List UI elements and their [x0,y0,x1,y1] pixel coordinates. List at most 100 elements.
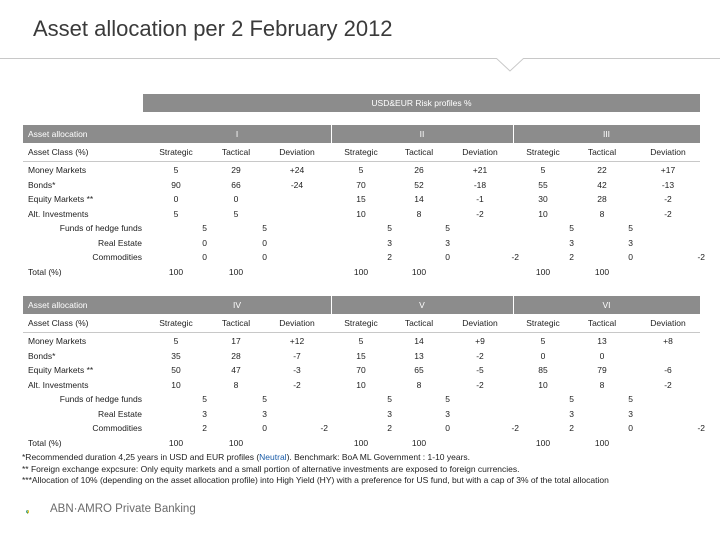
footnote-duration: *Recommended duration 4,25 years in USD … [22,452,609,464]
cell-value: 42 [597,179,607,190]
cell-value: 10 [356,208,366,219]
table-subrow: Real Estate 3 3 3 3 3 3 [0,407,720,421]
cell-value: 8 [599,208,605,219]
table-row: Bonds* 35 28 -7 15 13 -2 0 0 [0,349,720,363]
cell-value: -2 [664,208,672,219]
subrow-label: Real Estate [98,408,142,419]
cell-value: 100 [411,437,427,448]
cell-value: 85 [538,365,548,375]
cell-value: 5 [540,165,546,175]
cell-value: +21 [472,165,488,175]
brand-name: ABN·AMRO Private Banking [50,503,196,515]
cell-value: 2 [387,252,392,262]
column-header-deviation: Deviation [650,147,686,157]
table-row: Money Markets 5 17 +12 5 14 +9 5 13 +8 [0,334,720,348]
column-header-tactical: Tactical [404,318,434,328]
cell-value: +9 [475,336,485,346]
cell-value: -18 [473,179,487,190]
cell-value: -2 [664,194,672,204]
table-row: Equity Markets ** 50 47 -3 70 65 -5 85 79 -6 [0,363,720,377]
profile-header-v: V [331,296,513,314]
table-subrow: Commodities 0 0 2 0 -2 2 0 -2 [0,250,720,264]
row-label: Money Markets [28,165,87,175]
cell-value: 5 [387,223,392,233]
column-header-tactical: Tactical [587,147,617,157]
footnote-duration-text-end: ). Benchmark: BoA ML Government : 1-10 y… [286,452,471,462]
cell-value: 10 [356,379,366,390]
cell-value: 28 [231,350,241,361]
cell-value: -2 [476,379,484,390]
profile-header-i: I [143,125,331,143]
cell-value: 66 [231,179,241,190]
page-title: Asset allocation per 2 February 2012 [33,16,393,41]
cell-value: 55 [538,179,548,190]
cell-value: 8 [599,379,605,390]
cell-value: 70 [356,365,366,375]
column-header-strategic: Strategic [526,147,560,157]
cell-value: 100 [535,437,551,448]
cell-value: -2 [320,423,328,433]
cell-value: 5 [358,165,364,175]
neutral-link[interactable]: Neutral [259,452,287,462]
cell-value: 0 [262,423,267,433]
cell-value: 8 [233,379,239,390]
cell-value: 5 [262,394,267,404]
cell-value: 5 [445,223,450,233]
cell-value: 0 [262,237,267,248]
column-header-deviation: Deviation [279,318,315,328]
cell-value: 100 [535,266,551,277]
cell-value: +8 [663,336,673,346]
cell-value: 52 [414,179,424,190]
cell-value: 5 [628,394,633,404]
cell-value: -2 [293,379,301,390]
row-divider [23,161,700,162]
cell-value: -7 [293,350,301,361]
table-row: Alt. Investments 10 8 -2 10 8 -2 10 8 -2 [0,378,720,392]
cell-value: 3 [387,237,392,248]
cell-value: +12 [289,336,305,346]
cell-value: 3 [445,408,450,419]
cell-value: -6 [664,365,672,375]
cell-value: 2 [569,252,574,262]
table-row: Equity Markets ** 0 0 15 14 -1 30 28 -2 [0,192,720,206]
row-label: Equity Markets ** [28,365,94,375]
cell-value: -1 [476,194,484,204]
cell-value: 100 [228,266,244,277]
cell-value: 3 [202,408,207,419]
table-subrow: Commodities 2 0 -2 2 0 -2 2 0 -2 [0,421,720,435]
cell-value: 0 [233,194,239,204]
subheader-row: Asset Class (%) Strategic Tactical Deviatio… [0,316,720,331]
cell-value: 5 [173,165,179,175]
cell-value: 10 [538,208,548,219]
row-label: Bonds* [28,179,56,190]
row-label: Bonds* [28,350,56,361]
cell-value: 3 [262,408,267,419]
cell-value: +24 [289,165,305,175]
cell-value: 2 [569,423,574,433]
cell-value: -2 [476,350,484,361]
cell-value: 100 [594,266,610,277]
cell-value: 14 [414,194,424,204]
total-row: Total (%) 100 100 100 100 100 100 [0,265,720,279]
cell-value: 5 [569,394,574,404]
cell-value: -13 [661,179,675,190]
column-header-strategic: Strategic [526,318,560,328]
cell-value: +17 [660,165,676,175]
row-label: Equity Markets ** [28,194,94,204]
cell-value: 5 [387,394,392,404]
column-header-deviation: Deviation [650,318,686,328]
column-header-strategic: Strategic [344,147,378,157]
cell-value: 22 [597,165,607,175]
cell-value: 5 [569,223,574,233]
footnote-high-yield: ***Allocation of 10% (depending on the a… [22,475,609,485]
column-header-tactical: Tactical [221,318,251,328]
cell-value: 30 [538,194,548,204]
table-row: Money Markets 5 29 +24 5 26 +21 5 22 +17 [0,163,720,177]
column-header-deviation: Deviation [462,147,498,157]
cell-value: 0 [262,252,267,262]
cell-value: 0 [540,350,546,361]
column-header-deviation: Deviation [279,147,315,157]
abn-amro-shield-icon [26,510,29,514]
cell-value: 13 [414,350,424,361]
header-separator [513,296,514,314]
